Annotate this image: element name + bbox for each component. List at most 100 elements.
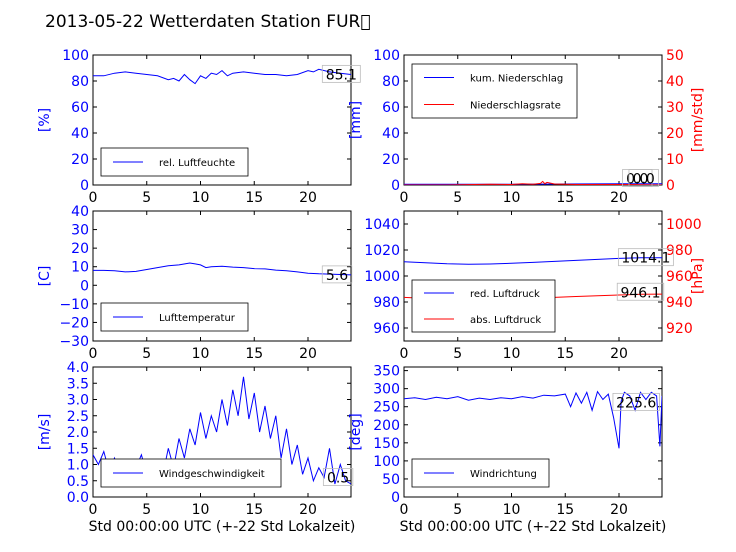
- y-tick-label: 50: [382, 472, 400, 488]
- annotation-box: [617, 248, 674, 267]
- legend-entry: rel. Luftfeuchte: [159, 158, 235, 169]
- y-tick-label: 250: [373, 400, 400, 416]
- y-tick-label: 40: [71, 126, 89, 142]
- x-tick-label: 5: [142, 346, 151, 362]
- x-tick-label: 10: [503, 346, 521, 362]
- y-tick-label: 2.5: [67, 409, 89, 425]
- y-axis-label: [deg]: [348, 413, 364, 450]
- legend-entry: kum. Niederschlag: [470, 74, 563, 85]
- y-tick-label: 10: [71, 260, 89, 276]
- panel-wind-speed: 0 5 10 15 200.00.51.01.52.02.53.03.54.0[m/s]…: [37, 360, 355, 535]
- x-tick-label: 0: [89, 346, 98, 362]
- value-annotation: 1014.1: [621, 251, 670, 267]
- value-annotation: 85.1: [326, 67, 357, 83]
- y-tick-label: 20: [71, 152, 89, 168]
- x-tick-label: 10: [192, 346, 210, 362]
- value-annotation: 0.0: [626, 172, 648, 188]
- x-tick-label: 10: [503, 502, 521, 518]
- legend-box: [100, 147, 249, 177]
- x-axis-label: Std 00:00:00 UTC (+-22 Std Lokalzeit): [89, 519, 356, 535]
- series-line-windrichtung: [404, 390, 662, 449]
- y2-tick-label: 50: [666, 48, 684, 64]
- y-tick-label: 0: [80, 278, 89, 294]
- legend-entry: Windrichtung: [470, 469, 537, 480]
- y-tick-label: −10: [59, 297, 89, 313]
- y-tick-label: 60: [382, 100, 400, 116]
- y-tick-label: 4.0: [67, 360, 89, 376]
- y-tick-label: 960: [373, 321, 400, 337]
- y-tick-label: 3.5: [67, 376, 89, 392]
- y-tick-label: 200: [373, 418, 400, 434]
- value-annotation: 946.1: [620, 285, 660, 301]
- y-tick-label: 3.0: [67, 393, 89, 409]
- y-tick-label: 980: [373, 295, 400, 311]
- panel-humidity: 0 5 10 15 20 0 20 40 60 80 100 [%] rel. Luftfeuchte 8…: [37, 48, 361, 206]
- y-tick-label: 40: [71, 204, 89, 220]
- x-tick-label: 10: [192, 502, 210, 518]
- y-axis-label: [%]: [37, 108, 53, 132]
- y2-tick-label: 920: [666, 321, 693, 337]
- legend-entry: red. Luftdruck: [470, 289, 540, 300]
- x-tick-label: 20: [610, 190, 628, 206]
- y-tick-label: 350: [373, 364, 400, 380]
- y-axis-label: [m/s]: [37, 414, 53, 451]
- y-tick-label: 80: [71, 74, 89, 90]
- value-annotation: 0.0: [633, 172, 655, 188]
- y-tick-label: 1020: [364, 243, 400, 259]
- x-tick-label: 0: [400, 502, 409, 518]
- y-axis-label: [C]: [37, 266, 53, 287]
- y-tick-label: 1.5: [67, 441, 89, 457]
- series-line-niederschlagsrate: [404, 180, 662, 185]
- legend-entry: Windgeschwindigkeit: [159, 469, 265, 480]
- y2-tick-label: 20: [666, 126, 684, 142]
- y2-tick-label: 10: [666, 152, 684, 168]
- y-tick-label: 20: [382, 152, 400, 168]
- y2-axis-label: [mm/std]: [690, 88, 706, 153]
- x-tick-label: 5: [453, 346, 462, 362]
- annotation-box: [321, 64, 361, 83]
- y-tick-label: 0: [391, 178, 400, 194]
- y-tick-label: 100: [62, 48, 89, 64]
- legend-box: [411, 63, 578, 119]
- value-annotation: 225.6: [616, 395, 656, 411]
- y-tick-label: 0.5: [67, 474, 89, 490]
- panel-pressure: 0 5 10 15 2096098010001020104092094096098010…: [364, 210, 706, 362]
- y-axis-label: [mm]: [348, 101, 364, 139]
- y-tick-label: 1040: [364, 217, 400, 233]
- series-line-rel-luftfeuchte: [93, 68, 351, 85]
- x-tick-label: 0: [89, 190, 98, 206]
- x-tick-label: 10: [192, 190, 210, 206]
- y-tick-label: 80: [382, 74, 400, 90]
- y-tick-label: 1.0: [67, 458, 89, 474]
- annotation-box: [628, 169, 659, 187]
- x-tick-label: 20: [299, 502, 317, 518]
- y2-tick-label: 30: [666, 100, 684, 116]
- x-tick-label: 5: [453, 190, 462, 206]
- x-tick-label: 20: [299, 346, 317, 362]
- legend-entry: Niederschlagsrate: [470, 101, 561, 112]
- x-tick-label: 5: [142, 502, 151, 518]
- annotation-box: [322, 468, 354, 486]
- y-tick-label: 300: [373, 382, 400, 398]
- y-tick-label: 40: [382, 126, 400, 142]
- legend-entry: Lufttemperatur: [159, 313, 236, 324]
- y-tick-label: −20: [59, 315, 89, 331]
- series-line-red-luftdruck: [404, 257, 662, 265]
- y-tick-label: 100: [373, 48, 400, 64]
- x-axis-label: Std 00:00:00 UTC (+-22 Std Lokalzeit): [400, 519, 667, 535]
- y-tick-label: 0.0: [67, 490, 89, 506]
- y-tick-label: −30: [59, 334, 89, 350]
- y-tick-label: 20: [71, 241, 89, 257]
- value-annotation: 5.6: [326, 268, 348, 284]
- legend-entry: abs. Luftdruck: [470, 315, 541, 326]
- annotation-box: [612, 392, 660, 411]
- x-tick-label: 15: [245, 502, 263, 518]
- panel-temperature: 0 5 10 15 20 −30 −20 −10 0 10 20 30 40 [C] Lufttempera…: [37, 204, 353, 362]
- x-tick-label: 15: [556, 190, 574, 206]
- x-tick-label: 20: [299, 190, 317, 206]
- value-annotation: 0.5: [327, 471, 349, 487]
- y-tick-label: 100: [373, 454, 400, 470]
- x-tick-label: 15: [245, 346, 263, 362]
